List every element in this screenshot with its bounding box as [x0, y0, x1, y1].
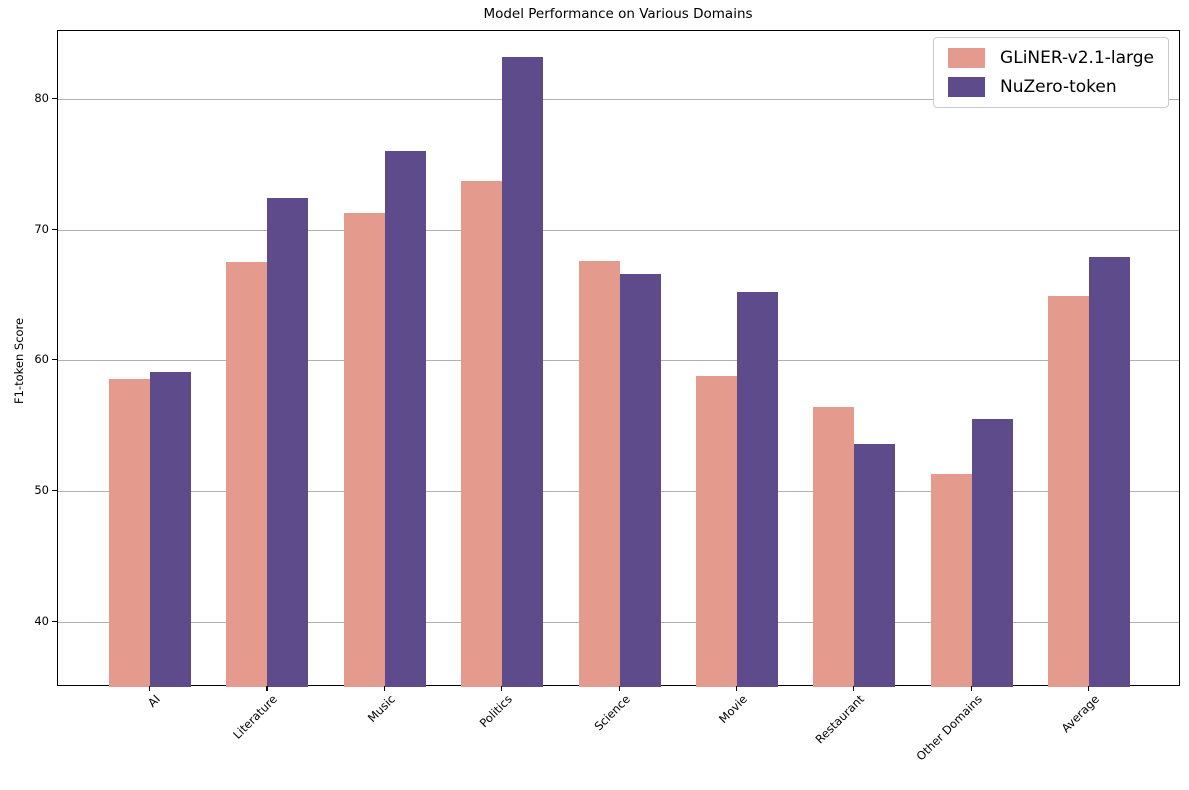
bar-gliner-v2-1-large-science — [578, 260, 620, 687]
bar-gliner-v2-1-large-ai — [109, 378, 150, 687]
bar-nuzero-token-restaurant — [854, 443, 896, 687]
gridline-80 — [58, 98, 1179, 100]
y-tick-label-50: 50 — [34, 482, 49, 497]
bar-gliner-v2-1-large-other-domains — [930, 473, 972, 687]
legend-label-nuzero-token: NuZero-token — [1000, 77, 1117, 97]
y-tick-mark — [52, 97, 57, 100]
bar-nuzero-token-other-domains — [971, 419, 1013, 687]
x-tick-label-ai: AI — [145, 692, 163, 710]
y-tick-label-70: 70 — [34, 221, 49, 236]
x-tick-mark — [735, 686, 738, 691]
bar-nuzero-token-average — [1089, 257, 1130, 687]
bar-gliner-v2-1-large-movie — [695, 375, 737, 687]
bar-gliner-v2-1-large-restaurant — [813, 407, 855, 687]
y-tick-label-60: 60 — [34, 352, 49, 367]
x-tick-label-restaurant: Restaurant — [812, 692, 868, 747]
x-tick-label-other-domains: Other Domains — [913, 692, 985, 764]
plot-area — [57, 30, 1180, 687]
x-tick-label-science: Science — [590, 692, 633, 734]
x-tick-label-literature: Literature — [230, 692, 281, 742]
x-tick-label-average: Average — [1058, 692, 1102, 736]
legend: GLiNER-v2.1-large NuZero-token — [933, 37, 1169, 108]
legend-label-gliner-v2-1-large: GLiNER-v2.1-large — [1000, 48, 1154, 68]
bar-gliner-v2-1-large-politics — [461, 181, 503, 687]
x-tick-mark — [149, 686, 151, 691]
y-tick-mark — [52, 489, 57, 492]
legend-swatch-gliner-v2-1-large — [948, 48, 986, 68]
x-tick-mark — [266, 686, 268, 691]
x-tick-mark — [1088, 686, 1090, 691]
bar-gliner-v2-1-large-average — [1048, 296, 1089, 687]
bar-gliner-v2-1-large-music — [343, 212, 385, 687]
x-tick-mark — [618, 686, 620, 691]
y-tick-mark — [52, 228, 57, 230]
y-tick-mark — [52, 359, 57, 361]
x-tick-mark — [501, 686, 503, 691]
legend-item-gliner-v2-1-large: GLiNER-v2.1-large — [948, 48, 1154, 68]
x-tick-label-movie: Movie — [715, 692, 750, 726]
bar-nuzero-token-ai — [150, 372, 191, 687]
gridline-70 — [58, 229, 1179, 231]
y-tick-label-80: 80 — [34, 90, 49, 105]
x-tick-mark — [853, 686, 855, 691]
bar-nuzero-token-literature — [267, 198, 309, 687]
bar-nuzero-token-movie — [736, 292, 778, 687]
legend-swatch-nuzero-token — [948, 77, 986, 97]
x-tick-label-politics: Politics — [476, 692, 516, 731]
y-tick-label-40: 40 — [34, 613, 49, 628]
x-tick-mark — [970, 686, 972, 691]
x-tick-mark — [383, 686, 385, 691]
bar-nuzero-token-science — [619, 274, 661, 687]
bar-gliner-v2-1-large-literature — [226, 262, 268, 687]
legend-item-nuzero-token: NuZero-token — [948, 77, 1154, 97]
bar-nuzero-token-politics — [502, 57, 544, 687]
y-tick-mark — [52, 620, 57, 622]
chart-title: Model Performance on Various Domains — [483, 6, 753, 22]
bar-nuzero-token-music — [384, 151, 426, 687]
x-tick-label-music: Music — [364, 692, 398, 726]
